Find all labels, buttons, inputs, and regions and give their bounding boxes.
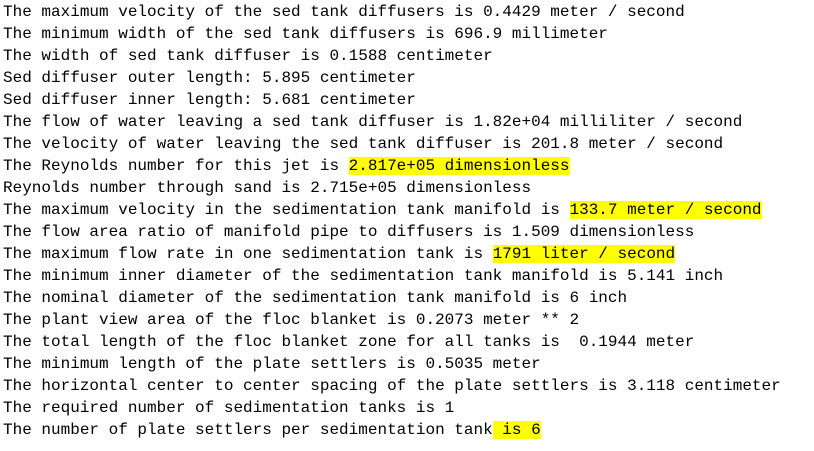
highlighted-text: 133.7 meter / second [569,201,762,219]
line-text: The minimum length of the plate settlers… [3,355,541,373]
output-line: The flow of water leaving a sed tank dif… [3,111,814,133]
output-line: The width of sed tank diffuser is 0.1588… [3,45,814,67]
output-line: The flow area ratio of manifold pipe to … [3,221,814,243]
highlighted-text: is 6 [492,421,541,439]
output-line: The minimum width of the sed tank diffus… [3,23,814,45]
line-text: The maximum flow rate in one sedimentati… [3,245,493,263]
line-text: The Reynolds number for this jet is [3,157,349,175]
output-line: The plant view area of the floc blanket … [3,309,814,331]
highlighted-text: 2.817e+05 dimensionless [348,157,570,175]
line-text: The plant view area of the floc blanket … [3,311,580,329]
output-line: Reynolds number through sand is 2.715e+0… [3,177,814,199]
line-text: The minimum width of the sed tank diffus… [3,25,608,43]
output-line: The total length of the floc blanket zon… [3,331,814,353]
output-line: The number of plate settlers per sedimen… [3,419,814,441]
line-text: The horizontal center to center spacing … [3,377,781,395]
line-text: The maximum velocity of the sed tank dif… [3,3,685,21]
output-line: Sed diffuser outer length: 5.895 centime… [3,67,814,89]
line-text: The flow area ratio of manifold pipe to … [3,223,695,241]
output-line: Sed diffuser inner length: 5.681 centime… [3,89,814,111]
output-line: The minimum inner diameter of the sedime… [3,265,814,287]
line-text: The total length of the floc blanket zon… [3,333,695,351]
output-line: The maximum velocity of the sed tank dif… [3,1,814,23]
line-text: The number of plate settlers per sedimen… [3,421,493,439]
line-text: The width of sed tank diffuser is 0.1588… [3,47,493,65]
highlighted-text: 1791 liter / second [492,245,676,263]
output-line: The velocity of water leaving the sed ta… [3,133,814,155]
output-line: The Reynolds number for this jet is 2.81… [3,155,814,177]
line-text: The required number of sedimentation tan… [3,399,455,417]
output-line: The maximum flow rate in one sedimentati… [3,243,814,265]
output-line: The maximum velocity in the sedimentatio… [3,199,814,221]
line-text: Sed diffuser inner length: 5.681 centime… [3,91,416,109]
line-text: The minimum inner diameter of the sedime… [3,267,724,285]
line-text: Reynolds number through sand is 2.715e+0… [3,179,532,197]
line-text: The maximum velocity in the sedimentatio… [3,201,570,219]
output-line: The minimum length of the plate settlers… [3,353,814,375]
output-line: The required number of sedimentation tan… [3,397,814,419]
line-text: Sed diffuser outer length: 5.895 centime… [3,69,416,87]
output-line: The horizontal center to center spacing … [3,375,814,397]
line-text: The velocity of water leaving the sed ta… [3,135,724,153]
line-text: The nominal diameter of the sedimentatio… [3,289,628,307]
output-line: The nominal diameter of the sedimentatio… [3,287,814,309]
line-text: The flow of water leaving a sed tank dif… [3,113,743,131]
